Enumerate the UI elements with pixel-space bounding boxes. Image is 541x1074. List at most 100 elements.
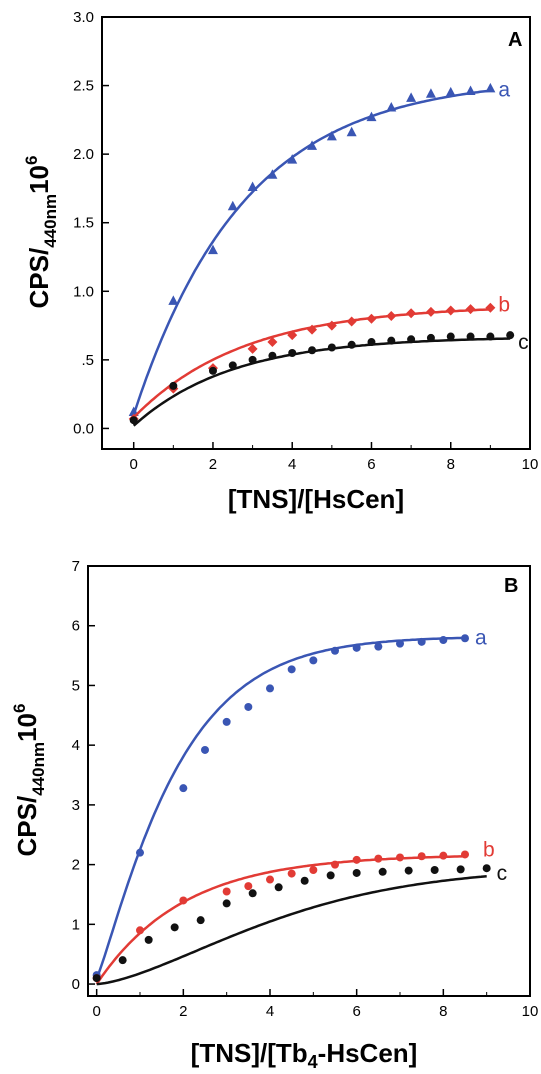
panel-a-series-c-point bbox=[208, 366, 217, 375]
panel-b-series-c-point bbox=[222, 899, 231, 908]
panel-a-ticks: 0 2 4 6 8 10 0.0 .5 1.0 1.5 2.0 2.5 3.0 bbox=[73, 9, 538, 473]
panel-a-y-axis-title: CPS/440nm106 bbox=[22, 156, 60, 309]
panel-a-series-c-point bbox=[407, 335, 416, 344]
panel-b-series-c-point bbox=[118, 956, 127, 965]
panel-a-series-b-point bbox=[247, 343, 258, 354]
panel-b-series-c-point bbox=[482, 864, 491, 873]
panel-b-series-c-point bbox=[274, 883, 283, 892]
panel-b-series-a-point bbox=[352, 643, 361, 652]
panel-a-series-c-point bbox=[466, 332, 475, 341]
panel-b-series: a bc bbox=[92, 626, 507, 986]
panel-b-series-b-fit-line bbox=[95, 855, 466, 985]
panel-b-y-tick-label: 3 bbox=[72, 797, 80, 814]
panel-b-series-b-point bbox=[331, 860, 339, 869]
panel-b-y-tick-label: 2 bbox=[72, 857, 80, 874]
panel-a-series-b-label: b bbox=[498, 294, 510, 317]
panel-b-x-tick-label: 4 bbox=[266, 1003, 274, 1020]
panel-a-series-b-point bbox=[445, 305, 456, 316]
panel-b-series-b-label: b bbox=[483, 838, 495, 861]
panel-b-series-c-point bbox=[144, 935, 153, 944]
panel-a-x-axis-title: [TNS]/[HsCen] bbox=[228, 484, 404, 514]
panel-b-series-b-point bbox=[439, 851, 448, 860]
panel-b-y-tick-label: 4 bbox=[72, 737, 80, 754]
panel-b-series-a-point bbox=[179, 784, 188, 793]
panel-b-series-a-point bbox=[244, 702, 253, 711]
panel-a-series-b-point bbox=[465, 304, 476, 315]
panel-b-series-c-point bbox=[326, 871, 335, 880]
panel-b-series-a-point bbox=[331, 646, 339, 655]
panel-b-x-tick-label: 8 bbox=[439, 1003, 447, 1020]
panel-b-series-a-point bbox=[309, 656, 318, 665]
panel-a-series-c-point bbox=[129, 416, 138, 425]
panel-b-series-c-fit-line bbox=[96, 875, 487, 986]
panel-b-series-c-point bbox=[352, 868, 361, 877]
panel-a-series-a-point bbox=[207, 244, 218, 255]
panel-a-series-a-point bbox=[485, 82, 496, 93]
panel-b-series-c-point bbox=[378, 867, 387, 876]
panel-b-series-b-point bbox=[461, 850, 469, 859]
panel-a-series-a-point bbox=[307, 140, 318, 150]
panel-a-y-tick-label: 2.0 bbox=[73, 146, 94, 163]
panel-a-series-a-point bbox=[445, 86, 456, 97]
panel-b-series-b-point bbox=[374, 854, 383, 863]
panel-b-x-tick-label: 2 bbox=[179, 1003, 187, 1020]
panel-a-y-axis-title-superscript: 6 bbox=[22, 156, 41, 165]
panel-b-x-axis-title: [TNS]/[Tb4-HsCen] bbox=[191, 1038, 418, 1072]
panel-a-series-a-point bbox=[267, 169, 278, 179]
panel-b-x-tick-label: 6 bbox=[352, 1003, 360, 1020]
panel-a-x-tick-label: 8 bbox=[447, 456, 455, 473]
panel-a-series-a-label: a bbox=[498, 78, 510, 101]
panel-b-series-b-point bbox=[352, 855, 361, 864]
panel-b-series-a-point bbox=[396, 639, 404, 648]
panel-a-series-a-point bbox=[386, 102, 397, 112]
panel-a-y-axis-title-main: CPS/ bbox=[24, 248, 54, 309]
panel-a-x-tick-label: 4 bbox=[288, 456, 296, 473]
panel-b-y-axis-title-tail: 10 bbox=[12, 713, 42, 742]
panel-a-series-c-point bbox=[387, 336, 396, 345]
panel-b-series-a-fit-line bbox=[95, 636, 466, 979]
panel-b-series-a-label: a bbox=[475, 626, 487, 649]
panel-b-series-b-point bbox=[396, 853, 404, 862]
panel-a-series-c-point bbox=[486, 332, 495, 341]
panel-a-series-c-point bbox=[268, 351, 277, 360]
panel-a-series-a-point bbox=[287, 154, 298, 164]
panel-a-series-c-point bbox=[426, 333, 435, 342]
panel-a-series-b-point bbox=[346, 316, 357, 327]
panel-b-series-c-point bbox=[430, 865, 439, 874]
panel-b-series-a-point bbox=[417, 637, 426, 646]
panel-a-series-c-point bbox=[248, 355, 257, 364]
panel-a-y-tick-label: 0.0 bbox=[73, 420, 94, 437]
panel-a-y-tick-label: 1.5 bbox=[73, 215, 94, 232]
panel-a-series-c-point bbox=[228, 361, 237, 370]
panel-b-label: B bbox=[504, 575, 518, 597]
panel-b-series-a-point bbox=[266, 684, 274, 693]
panel-b-series-b-point bbox=[417, 852, 426, 861]
panel-b-series-b-point bbox=[244, 882, 253, 891]
panel-b-series-b-point bbox=[222, 887, 231, 896]
panel-a-series-a-point bbox=[346, 126, 357, 137]
panel-a-y-axis-title-subscript: 440nm bbox=[41, 194, 60, 248]
panel-a-series-a-point bbox=[326, 130, 337, 141]
panel-b-series-c-point bbox=[248, 889, 257, 898]
panel-a-x-tick-label: 10 bbox=[522, 456, 539, 473]
panel-a-series-a-point bbox=[247, 181, 258, 192]
panel-b-series-a-point bbox=[439, 636, 448, 645]
panel-b-series-a-point bbox=[374, 642, 383, 651]
panel-a-y-tick-label: 2.5 bbox=[73, 78, 94, 95]
panel-b-x-axis-title-subscript: 4 bbox=[308, 1052, 318, 1072]
panel-a-series-c-point bbox=[327, 343, 336, 352]
panel-b-series-b-point bbox=[179, 896, 188, 905]
panel-b-y-axis-title-subscript: 440nm bbox=[29, 742, 48, 796]
panel-b-series-a-point bbox=[287, 665, 296, 674]
panel-a-series-a-point bbox=[465, 85, 476, 96]
panel-b-series-b-point bbox=[309, 865, 318, 874]
panel-a-series-b-point bbox=[366, 313, 377, 324]
panel-a: 0 2 4 6 8 10 0.0 .5 1.0 1.5 2.0 2.5 3.0 a bc A [TNS]/… bbox=[22, 9, 538, 514]
panel-b-series-b-point bbox=[266, 875, 274, 884]
panel-a-series: a bc bbox=[128, 78, 529, 427]
panel-b-x-axis-title-tail: -HsCen] bbox=[318, 1038, 418, 1068]
panel-b-series-a-point bbox=[201, 745, 209, 754]
panel-b-y-tick-label: 1 bbox=[72, 916, 80, 933]
